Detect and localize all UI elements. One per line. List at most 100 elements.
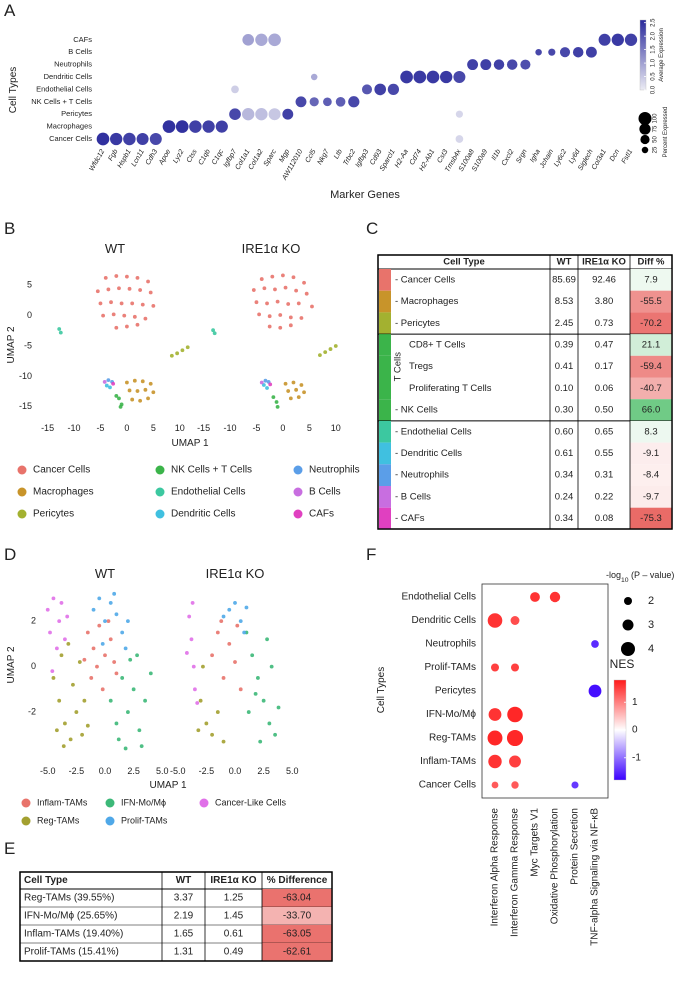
point (318, 353, 322, 358)
point (288, 396, 293, 401)
point (111, 312, 116, 317)
size-legend-label: 2 (648, 595, 654, 607)
point (267, 324, 272, 329)
legend-label: IFN-Mo/Mϕ (121, 797, 166, 807)
row-label: - NK Cells (395, 405, 438, 416)
table-cell: 0.47 (595, 339, 614, 350)
point (291, 275, 296, 280)
point (169, 353, 174, 358)
point (71, 682, 75, 687)
table-cell: -40.7 (640, 383, 662, 394)
dot (455, 135, 464, 143)
dot (611, 33, 624, 46)
point (291, 380, 296, 385)
table-cell: 0.60 (555, 426, 574, 437)
point (265, 637, 269, 642)
x-tick-label: Sparc (263, 148, 278, 168)
x-tick-label: -5.0 (40, 766, 56, 776)
size-legend-title-part: 10 (621, 577, 629, 584)
point (273, 732, 277, 737)
table-cell: 0.73 (595, 318, 614, 329)
point (48, 630, 52, 635)
point (212, 331, 217, 336)
row-label: - Macrophages (395, 296, 459, 307)
point (196, 728, 201, 733)
point (103, 653, 107, 658)
table-header: IRE1α KO (582, 257, 626, 268)
table-cell: 0.22 (595, 491, 614, 502)
table-cell: 0.34 (555, 470, 574, 481)
legend-label: NK Cells + T Cells (171, 465, 252, 476)
table-header: Cell Type (24, 875, 68, 886)
row-swatch (379, 486, 391, 508)
point (111, 381, 116, 386)
table-cell: 0.61 (555, 448, 574, 459)
point (51, 676, 56, 680)
x-tick-label: Igfbp3 (355, 148, 371, 168)
table-cell: -75.3 (640, 513, 662, 524)
panel-label: B (4, 219, 15, 238)
point (184, 651, 189, 655)
point (127, 286, 132, 291)
point (193, 687, 197, 692)
x-tick-label: -5 (252, 423, 260, 433)
legend-label: Cancer-Like Cells (215, 797, 287, 807)
table-cell: -9.1 (643, 448, 659, 459)
point (215, 630, 220, 635)
group-label: T Cells (393, 352, 404, 382)
row-label: IFN-Mo/Mϕ (25.65%) (24, 911, 117, 922)
diff-cell (630, 334, 672, 356)
point (190, 601, 195, 605)
point (283, 285, 288, 290)
colorbar-tick-label: 1.0 (651, 58, 657, 67)
x-tick-label: Fgb (107, 148, 119, 162)
x-tick-label: Cxcl2 (501, 148, 516, 167)
point (296, 301, 301, 306)
x-tick-label: Protein Secretion (570, 808, 581, 885)
colorbar-tick-label: -1 (632, 752, 641, 763)
point (328, 347, 333, 351)
point (114, 394, 119, 398)
point (89, 676, 94, 680)
dot (123, 132, 136, 146)
point (122, 313, 127, 318)
diff-cell (630, 420, 672, 443)
x-tick-label: -15 (197, 423, 210, 433)
dot (480, 59, 492, 71)
point (259, 380, 264, 385)
y-tick-label: Dendritic Cells (44, 72, 93, 81)
point (221, 739, 226, 744)
x-tick-label: 10 (175, 423, 185, 433)
row-label: - B Cells (395, 491, 431, 502)
table-cell: 0.17 (595, 361, 614, 372)
row-swatch (379, 507, 391, 530)
diff-cell (262, 907, 332, 925)
dot (624, 33, 638, 46)
dot (591, 640, 599, 648)
dot (310, 73, 318, 81)
y-tick-label: -15 (19, 401, 32, 411)
dot (559, 47, 571, 58)
x-tick-label: -5 (96, 423, 104, 433)
legend-label: CAFs (309, 509, 334, 520)
point (215, 710, 220, 714)
point (114, 274, 119, 278)
y-tick-label: 0 (27, 310, 32, 320)
legend-swatch (155, 465, 165, 475)
x-tick-label: -15 (41, 423, 54, 433)
dot (295, 96, 307, 108)
point (261, 698, 266, 703)
x-tick-label: C1qb (197, 148, 211, 166)
point (280, 273, 285, 278)
x-tick-label: Ly6c2 (553, 148, 568, 168)
size-legend-dot (641, 146, 649, 154)
colorbar-tick-label: 1 (632, 697, 638, 708)
point (127, 388, 132, 393)
legend-swatch (155, 487, 165, 497)
y-tick-label: -5 (24, 340, 32, 350)
x-tick-label: 0 (280, 423, 285, 433)
point (95, 289, 100, 294)
table-cell: 3.80 (595, 296, 614, 307)
diff-cell (630, 269, 672, 291)
panel-label: A (4, 1, 16, 20)
